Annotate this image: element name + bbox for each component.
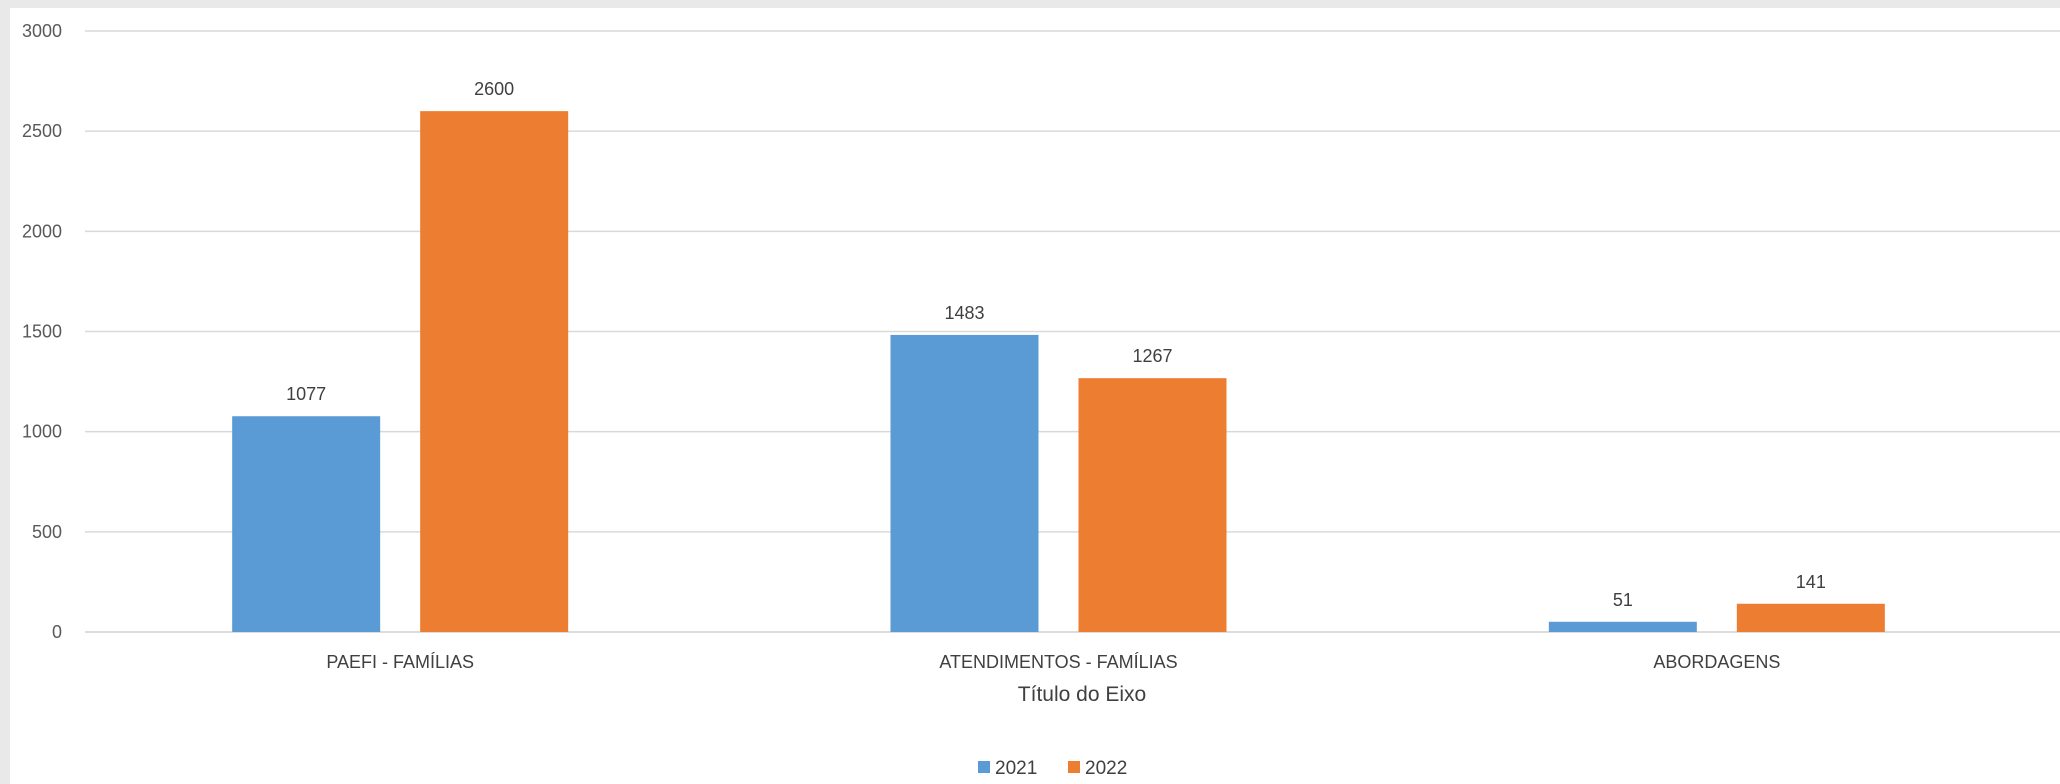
bar-2021-2	[1548, 621, 1697, 632]
x-category-label: ABORDAGENS	[1653, 652, 1780, 672]
x-category-label: ATENDIMENTOS - FAMÍLIAS	[939, 652, 1177, 672]
y-tick-label: 3000	[22, 21, 62, 41]
y-tick-label: 0	[52, 622, 62, 642]
data-label: 1483	[944, 303, 984, 323]
x-axis-title: Título do Eixo	[1018, 683, 1146, 706]
data-label: 51	[1613, 590, 1633, 610]
bar-2022-0	[420, 111, 569, 633]
legend-label-2021: 2021	[995, 758, 1037, 779]
legend-swatch-2022	[1068, 761, 1080, 773]
bar-chart: 0 500 1000 1500 2000 2500 3000 1077 2600 1483 126…	[22, 21, 2060, 779]
bar-2022-1	[1078, 378, 1227, 632]
y-tick-label: 2500	[22, 121, 62, 141]
legend: 2021 2022	[978, 758, 1127, 779]
y-tick-label: 1500	[22, 322, 62, 342]
bar-2021-1	[890, 334, 1039, 632]
x-axis-categories: PAEFI - FAMÍLIAS ATENDIMENTOS - FAMÍLIAS A…	[326, 652, 1780, 672]
data-label: 141	[1796, 572, 1826, 592]
data-label: 1267	[1132, 346, 1172, 366]
y-axis-ticks: 0 500 1000 1500 2000 2500 3000	[22, 21, 62, 642]
chart-area: 0 500 1000 1500 2000 2500 3000 1077 2600 1483 126…	[10, 8, 2060, 784]
y-tick-label: 500	[32, 522, 62, 542]
bars	[232, 111, 1885, 633]
y-tick-label: 2000	[22, 221, 62, 241]
data-labels: 1077 2600 1483 1267 51 141	[286, 79, 1826, 610]
y-tick-label: 1000	[22, 422, 62, 442]
bar-2022-2	[1736, 603, 1885, 632]
x-category-label: PAEFI - FAMÍLIAS	[326, 652, 474, 672]
legend-label-2022: 2022	[1085, 758, 1127, 779]
bar-2021-0	[232, 416, 381, 632]
data-label: 1077	[286, 384, 326, 404]
legend-swatch-2021	[978, 761, 990, 773]
gridlines	[85, 30, 2060, 633]
data-label: 2600	[474, 79, 514, 99]
